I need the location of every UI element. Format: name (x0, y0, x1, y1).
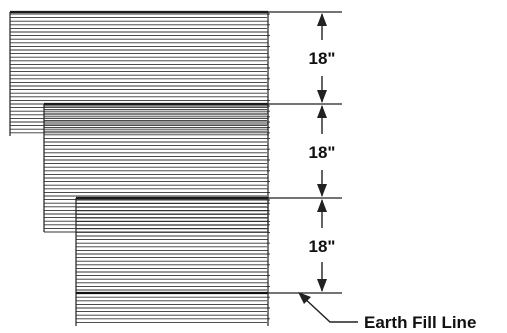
top-block (10, 13, 270, 134)
dimension-label-bottom: 18" (309, 237, 336, 256)
dimension-arrows (317, 13, 327, 292)
dimension-label-middle: 18" (309, 143, 336, 162)
callout-leader-line (301, 295, 358, 323)
dim-3-up-arrow-icon (317, 199, 327, 212)
dim-2-up-arrow-icon (317, 105, 327, 118)
dim-1-up-arrow-icon (317, 13, 327, 26)
dim-1-down-arrow-icon (317, 90, 327, 103)
dim-2-down-arrow-icon (317, 184, 327, 197)
middle-block (44, 105, 270, 233)
dimension-label-top: 18" (309, 49, 336, 68)
middle-block-outline (43, 103, 269, 232)
bottom-block (76, 199, 270, 323)
earth-fill-line-label: Earth Fill Line (364, 313, 476, 332)
top-block-outline (9, 11, 269, 136)
earth-fill-callout (298, 292, 358, 323)
dim-3-down-arrow-icon (317, 279, 327, 292)
callout-arrowhead-icon (298, 292, 311, 304)
dimension-reference-lines (268, 11, 342, 294)
